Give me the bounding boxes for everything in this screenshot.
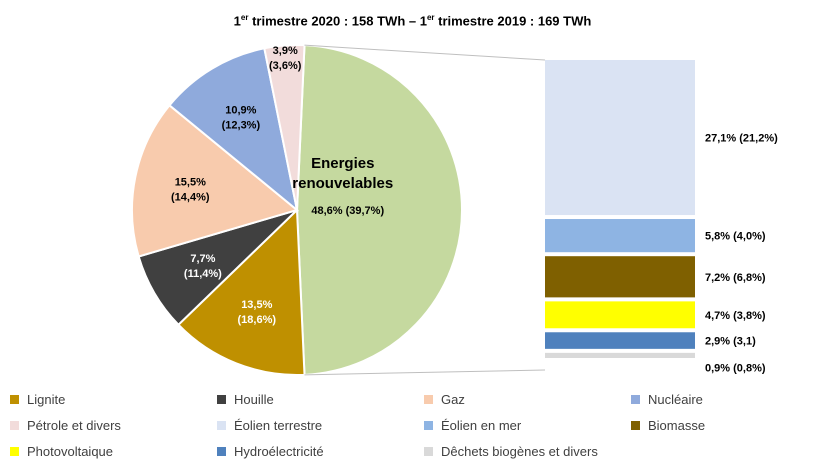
legend-label: Éolien en mer — [441, 417, 522, 433]
pie-slice-gaz — [131, 103, 300, 258]
title-text-2: trimestre 2020 : 158 TWh – 1 — [248, 13, 427, 29]
legend-item-houille: Houille — [217, 386, 424, 412]
pie-prev-label-lignite: (18,6%) — [238, 314, 277, 326]
legend-label: Pétrole et divers — [27, 417, 121, 433]
legend-swatch — [424, 420, 433, 430]
pie-label-lignite: 13,5% — [241, 299, 272, 311]
legend-swatch — [631, 394, 640, 404]
legend-item-dechets-biogenes-et-divers: Dêchets biogènes et divers — [424, 438, 631, 464]
legend-item-hydroelectricite: Hydroélectricité — [217, 438, 424, 464]
title-sup-1: er — [240, 13, 249, 22]
legend-item-biomasse: Biomasse — [631, 412, 820, 438]
legend-swatch — [217, 420, 226, 430]
bar-label-biomasse: 7,2% (6,8%) — [705, 272, 766, 284]
bar-segment-hydroelectricite — [545, 332, 695, 349]
pie-prev-label-nucleaire: (12,3%) — [222, 120, 261, 132]
legend-label: Nucléaire — [648, 391, 703, 407]
legend-label: Houille — [234, 391, 274, 407]
bar-segment-dechets-biogenes-et-divers — [545, 352, 695, 358]
legend-label: Hydroélectricité — [234, 443, 324, 459]
bar-segment-eolien-en-mer — [545, 219, 695, 253]
legend-item-nucleaire: Nucléaire — [631, 386, 820, 412]
legend-swatch — [424, 446, 433, 456]
legend-item-gaz: Gaz — [424, 386, 631, 412]
legend-item-eolien-en-mer: Éolien en mer — [424, 412, 631, 438]
pie-slice-lignite — [177, 207, 306, 376]
bar-segment-photovoltaique — [545, 301, 695, 329]
connector-line-bottom — [304, 369, 546, 376]
legend-label: Éolien terrestre — [234, 417, 323, 433]
legend-label: Lignite — [27, 391, 66, 407]
legend-label: Biomasse — [648, 417, 706, 433]
bar-label-dechets-biogenes-et-divers: 0,9% (0,8%) — [705, 362, 766, 374]
legend-label: Dêchets biogènes et divers — [441, 443, 598, 459]
bar-segment-eolien-terrestre — [545, 60, 695, 216]
bar-label-eolien-en-mer: 5,8% (4,0%) — [705, 231, 766, 243]
legend-swatch — [217, 394, 226, 404]
pie-label-nucleaire: 10,9% — [225, 105, 256, 117]
pie-prev-label-gaz: (14,4%) — [171, 191, 210, 203]
pie-slice-energies-renouvelables — [295, 44, 463, 376]
legend-swatch — [10, 394, 19, 404]
bar-label-hydroelectricite: 2,9% (3,1) — [705, 336, 756, 348]
legend-swatch — [10, 446, 19, 456]
pie-title-line1: Energies — [311, 155, 374, 172]
legend-swatch — [631, 420, 640, 430]
pie-label-houille: 7,7% — [190, 253, 215, 265]
legend-item-eolien-terrestre: Éolien terrestre — [217, 412, 424, 438]
pie-title-line2: renouvelables — [292, 175, 393, 192]
bar-segment-biomasse — [545, 256, 695, 298]
pie-slice-nucleaire — [168, 47, 299, 213]
connector-line-top — [304, 44, 546, 61]
bar-label-eolien-terrestre: 27,1% (21,2%) — [705, 133, 778, 145]
legend-label: Photovoltaique — [27, 443, 114, 459]
chart-title: 1er trimestre 2020 : 158 TWh – 1er trime… — [0, 13, 825, 28]
title-text-3: trimestre 2019 : 169 TWh — [434, 13, 592, 29]
pie-label-gaz: 15,5% — [175, 176, 206, 188]
pie-prev-label-houille: (11,4%) — [184, 268, 222, 280]
bar-label-photovoltaique: 4,7% (3,8%) — [705, 310, 766, 322]
legend: Lignite Houille Gaz Nucléaire Pétrole et div… — [10, 386, 820, 459]
legend-item-petrole-et-divers: Pétrole et divers — [10, 412, 217, 438]
legend-swatch — [10, 420, 19, 430]
pie-label-renewables: 48,6% (39,7%) — [311, 205, 384, 217]
pie-slice-petrole-et-divers — [263, 44, 306, 211]
title-text-1: 1 — [233, 13, 241, 29]
legend-item-photovoltaique: Photovoltaique — [10, 438, 217, 464]
legend-swatch — [424, 394, 433, 404]
pie-prev-label-petrole-et-divers: (3,6%) — [269, 60, 302, 72]
pie-label-petrole-et-divers: 3,9% — [273, 45, 298, 57]
legend-label: Gaz — [441, 391, 465, 407]
legend-item-lignite: Lignite — [10, 386, 217, 412]
legend-swatch — [217, 446, 226, 456]
title-sup-2: er — [426, 13, 435, 22]
